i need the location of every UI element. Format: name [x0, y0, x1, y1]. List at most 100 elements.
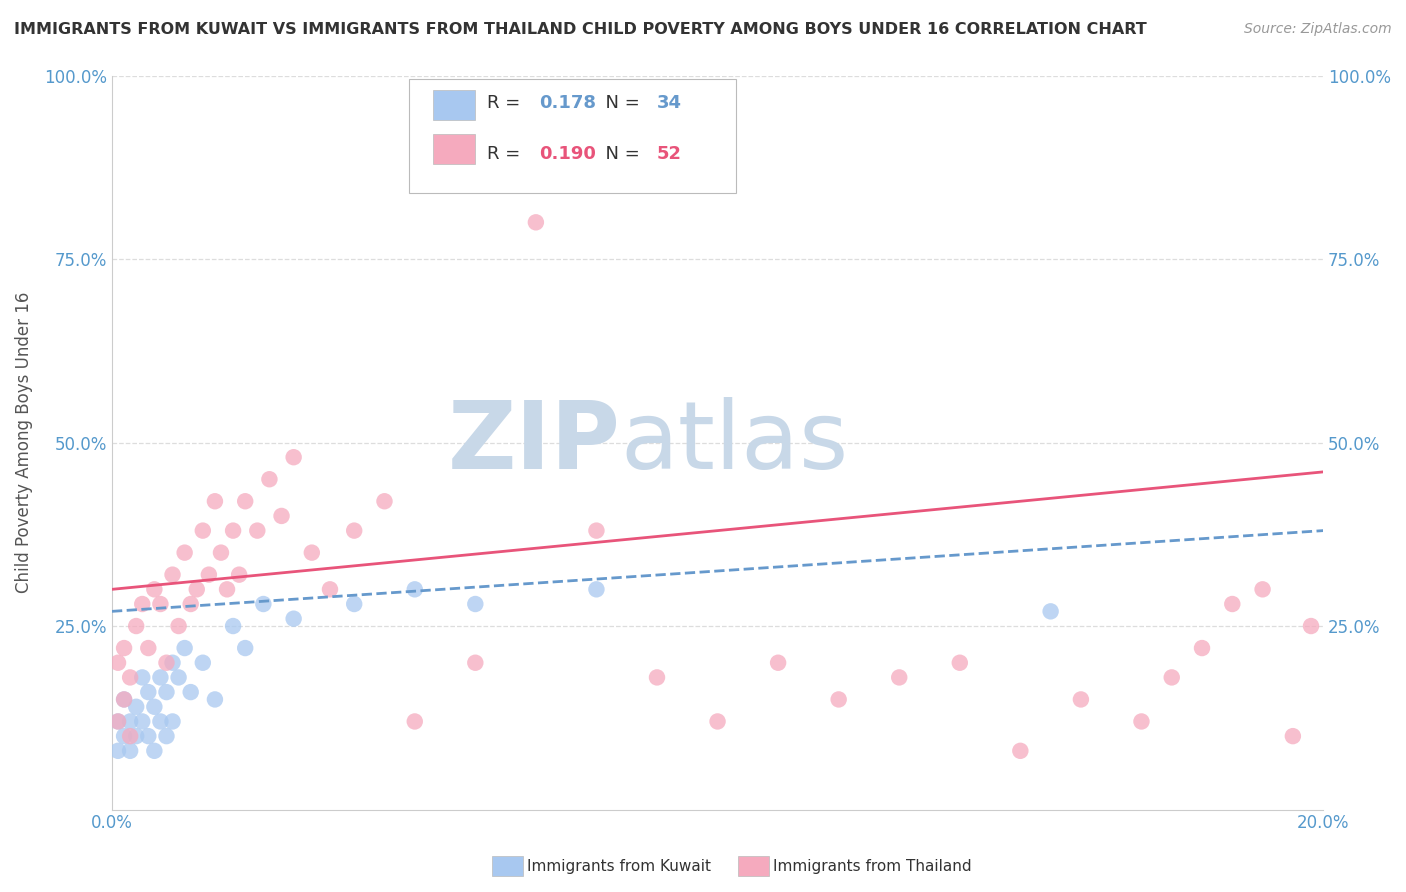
- Point: [167, 670, 190, 684]
- Point: [228, 567, 250, 582]
- Point: [167, 619, 190, 633]
- Point: [645, 670, 668, 684]
- Point: [1010, 744, 1032, 758]
- Point: [1039, 604, 1062, 618]
- Text: 52: 52: [657, 145, 682, 163]
- Point: [524, 215, 547, 229]
- Point: [1130, 714, 1153, 729]
- Point: [343, 524, 366, 538]
- Point: [215, 582, 238, 597]
- Point: [1251, 582, 1274, 597]
- Text: R =: R =: [488, 94, 526, 112]
- Y-axis label: Child Poverty Among Boys Under 16: Child Poverty Among Boys Under 16: [15, 292, 32, 593]
- Point: [233, 494, 256, 508]
- Point: [233, 641, 256, 656]
- Point: [209, 546, 232, 560]
- Point: [149, 670, 172, 684]
- Text: Immigrants from Kuwait: Immigrants from Kuwait: [527, 859, 711, 873]
- Point: [155, 729, 177, 743]
- Point: [155, 685, 177, 699]
- Point: [125, 729, 148, 743]
- Point: [191, 656, 214, 670]
- Point: [136, 641, 159, 656]
- Point: [112, 692, 135, 706]
- Point: [180, 685, 202, 699]
- Text: N =: N =: [593, 145, 645, 163]
- Point: [1160, 670, 1182, 684]
- Point: [1299, 619, 1322, 633]
- Point: [143, 582, 166, 597]
- Point: [149, 597, 172, 611]
- Point: [889, 670, 911, 684]
- Point: [204, 494, 226, 508]
- Point: [136, 729, 159, 743]
- FancyBboxPatch shape: [409, 79, 735, 193]
- Point: [585, 582, 607, 597]
- FancyBboxPatch shape: [433, 134, 475, 163]
- Point: [222, 524, 245, 538]
- Point: [173, 641, 195, 656]
- Point: [180, 597, 202, 611]
- Point: [343, 597, 366, 611]
- Text: Immigrants from Thailand: Immigrants from Thailand: [773, 859, 972, 873]
- Point: [112, 692, 135, 706]
- Point: [131, 670, 153, 684]
- Point: [252, 597, 274, 611]
- Point: [107, 744, 129, 758]
- Text: Source: ZipAtlas.com: Source: ZipAtlas.com: [1244, 22, 1392, 37]
- Point: [706, 714, 728, 729]
- Point: [112, 729, 135, 743]
- Point: [162, 656, 184, 670]
- Point: [1070, 692, 1092, 706]
- Point: [125, 619, 148, 633]
- Text: atlas: atlas: [620, 397, 849, 489]
- Point: [373, 494, 395, 508]
- Point: [191, 524, 214, 538]
- Point: [136, 685, 159, 699]
- Point: [143, 744, 166, 758]
- Point: [149, 714, 172, 729]
- Point: [766, 656, 789, 670]
- Text: 34: 34: [657, 94, 682, 112]
- Point: [464, 656, 486, 670]
- Point: [1191, 641, 1213, 656]
- Point: [204, 692, 226, 706]
- FancyBboxPatch shape: [433, 90, 475, 120]
- Point: [131, 597, 153, 611]
- Point: [162, 714, 184, 729]
- Point: [301, 546, 323, 560]
- Point: [246, 524, 269, 538]
- Text: ZIP: ZIP: [447, 397, 620, 489]
- Point: [319, 582, 342, 597]
- Point: [270, 508, 292, 523]
- Point: [464, 597, 486, 611]
- Text: 0.178: 0.178: [540, 94, 596, 112]
- Point: [585, 524, 607, 538]
- Point: [131, 714, 153, 729]
- Text: N =: N =: [593, 94, 645, 112]
- Point: [107, 656, 129, 670]
- Point: [827, 692, 849, 706]
- Point: [143, 699, 166, 714]
- Point: [120, 714, 142, 729]
- Point: [120, 744, 142, 758]
- Text: R =: R =: [488, 145, 526, 163]
- Point: [1220, 597, 1243, 611]
- Point: [949, 656, 972, 670]
- Point: [1282, 729, 1305, 743]
- Point: [222, 619, 245, 633]
- Point: [162, 567, 184, 582]
- Point: [173, 546, 195, 560]
- Point: [107, 714, 129, 729]
- Point: [259, 472, 281, 486]
- Point: [155, 656, 177, 670]
- Point: [120, 670, 142, 684]
- Point: [404, 714, 426, 729]
- Point: [107, 714, 129, 729]
- Point: [404, 582, 426, 597]
- Point: [112, 641, 135, 656]
- Text: IMMIGRANTS FROM KUWAIT VS IMMIGRANTS FROM THAILAND CHILD POVERTY AMONG BOYS UNDE: IMMIGRANTS FROM KUWAIT VS IMMIGRANTS FRO…: [14, 22, 1147, 37]
- Point: [198, 567, 221, 582]
- Point: [283, 612, 305, 626]
- Point: [125, 699, 148, 714]
